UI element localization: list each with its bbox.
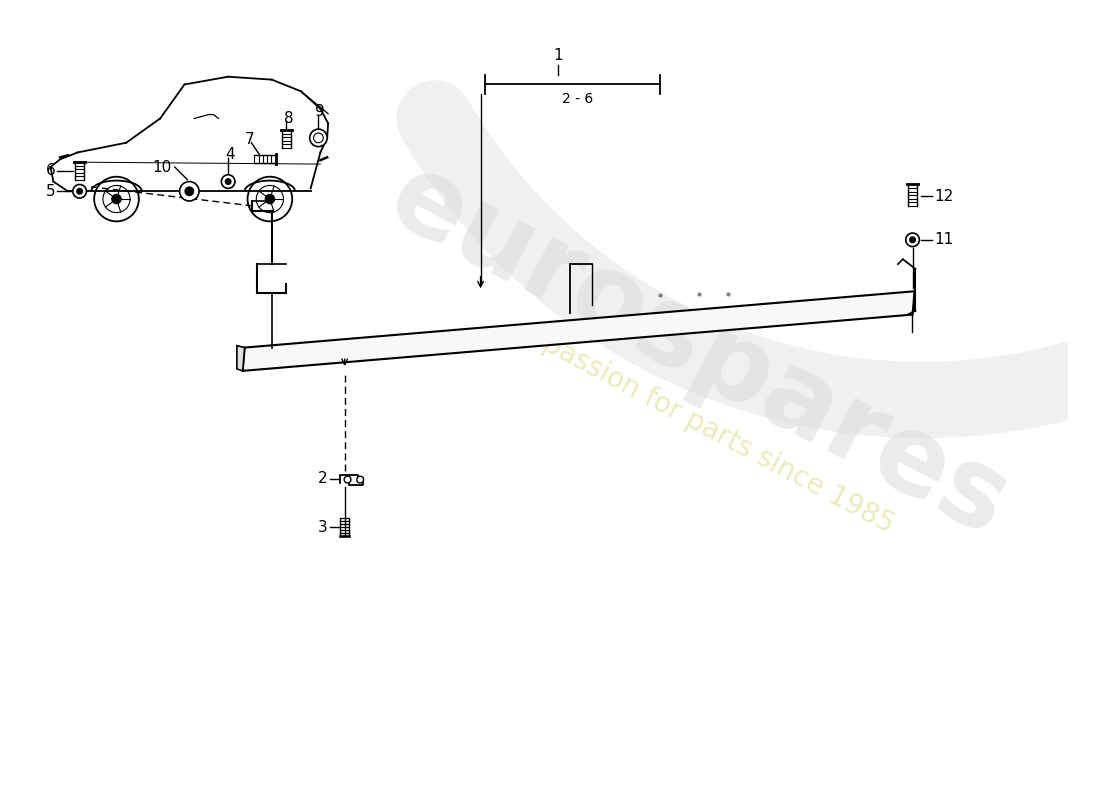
Circle shape (185, 187, 194, 196)
Text: 10: 10 (153, 159, 172, 174)
Text: 3: 3 (318, 520, 327, 534)
Text: 6: 6 (45, 163, 55, 178)
Circle shape (356, 476, 364, 483)
Text: 11: 11 (934, 232, 954, 247)
Circle shape (310, 129, 327, 146)
Circle shape (73, 185, 87, 198)
Circle shape (179, 182, 199, 201)
Circle shape (111, 194, 121, 204)
Circle shape (905, 233, 920, 246)
Text: 12: 12 (934, 189, 954, 204)
Text: 1: 1 (553, 48, 563, 63)
Text: 5: 5 (46, 184, 55, 198)
Circle shape (77, 188, 82, 194)
Text: 8: 8 (284, 111, 293, 126)
Text: 2 - 6: 2 - 6 (562, 92, 593, 106)
Text: 7: 7 (244, 132, 254, 147)
Polygon shape (243, 291, 914, 371)
Text: eurospares: eurospares (372, 144, 1026, 559)
Circle shape (344, 476, 351, 483)
Text: 2: 2 (318, 471, 327, 486)
Circle shape (226, 178, 231, 185)
Text: 9: 9 (316, 104, 326, 119)
Polygon shape (236, 346, 244, 371)
Text: 4: 4 (226, 147, 235, 162)
Circle shape (221, 174, 235, 188)
Circle shape (265, 194, 275, 204)
Circle shape (910, 237, 915, 242)
Text: passion for parts since 1985: passion for parts since 1985 (538, 329, 899, 538)
